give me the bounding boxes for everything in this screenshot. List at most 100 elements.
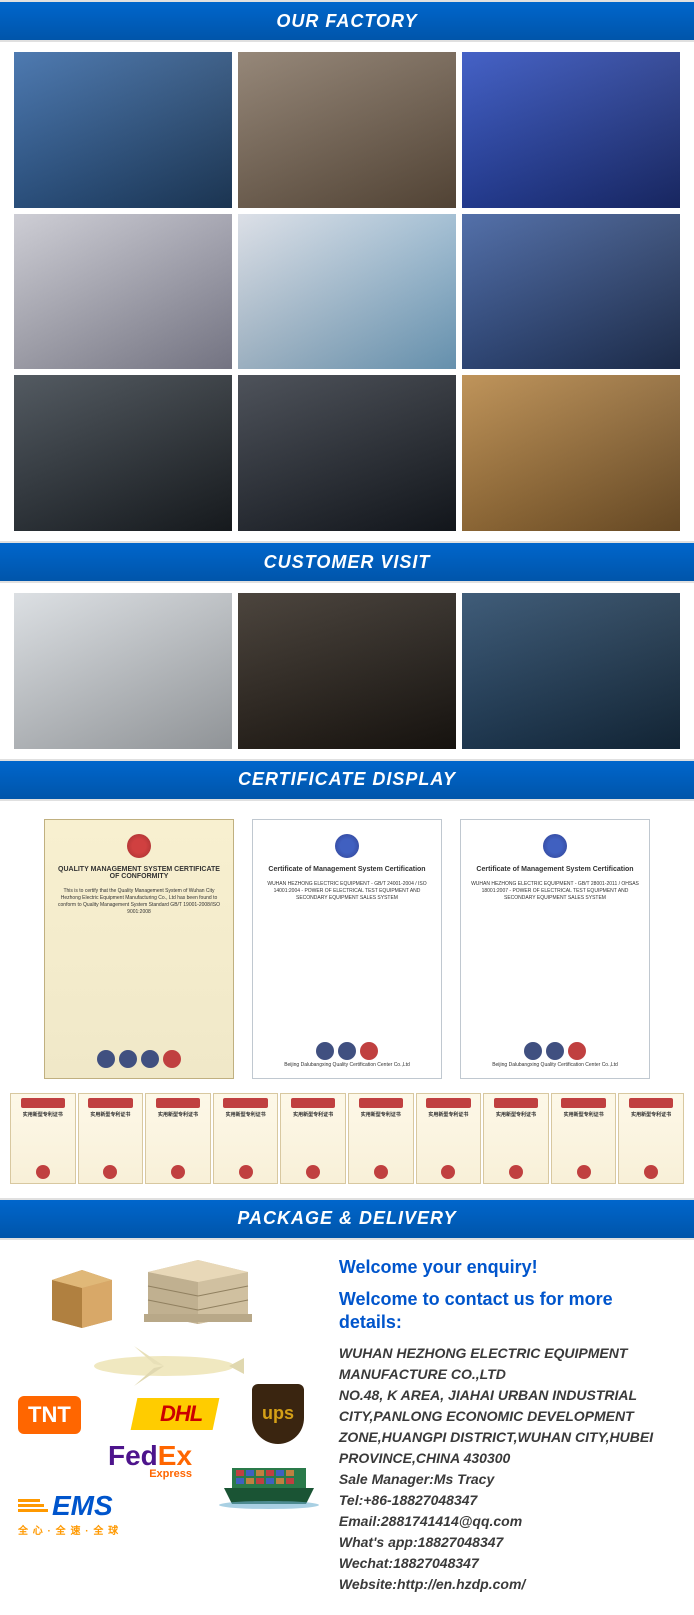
fedex-logo: FedEx Express [108,1440,192,1480]
patent-certificate: 实用新型专利证书 [78,1093,144,1184]
tnt-text: TNT [28,1402,71,1427]
ship-icon [214,1460,324,1510]
factory-photo [462,375,680,531]
certificate-seal-icon [335,834,359,858]
patent-certificate: 实用新型专利证书 [10,1093,76,1184]
contact-whatsapp: What's app:18827048347 [339,1532,680,1553]
certificate-body: WUHAN HEZHONG ELECTRIC EQUIPMENT - GB/T … [261,881,433,902]
contact-email: Email:2881741414@qq.com [339,1511,680,1532]
badge-icon [141,1050,159,1068]
contact-website: Website:http://en.hzdp.com/ [339,1574,680,1595]
badge-icon [524,1042,542,1060]
certificate-card: QUALITY MANAGEMENT SYSTEM CERTIFICATE OF… [44,819,234,1079]
certificate-title: Certificate of Management System Certifi… [476,866,633,873]
certificate-footer: Beijing Dalubangxing Quality Certificati… [284,1062,410,1068]
patent-seal-icon [306,1165,320,1179]
patent-seal-icon [239,1165,253,1179]
patent-title: 实用新型专利证书 [226,1111,266,1118]
factory-photo [14,375,232,531]
factory-photo [238,375,456,531]
company-address: NO.48, K AREA, JIAHAI URBAN INDUSTRIAL C… [339,1385,680,1469]
factory-grid [0,42,694,541]
section-header-factory: OUR FACTORY [0,0,694,42]
ems-logo: EMS 全 心 · 全 速 · 全 球 [18,1490,119,1537]
patent-title: 实用新型专利证书 [496,1111,536,1118]
package-section: TNT DHL ups FedEx Express [0,1240,694,1615]
welcome-line-2: Welcome to contact us for more details: [339,1288,680,1333]
patent-certificate: 实用新型专利证书 [213,1093,279,1184]
badge-icon [316,1042,334,1060]
contact-info: Welcome your enquiry! Welcome to contact… [339,1250,680,1596]
ups-logo: ups [252,1384,304,1444]
patent-title: 实用新型专利证书 [158,1111,198,1118]
patent-certificate: 实用新型专利证书 [416,1093,482,1184]
patent-title: 实用新型专利证书 [428,1111,468,1118]
patent-certificate: 实用新型专利证书 [551,1093,617,1184]
certificate-card: Certificate of Management System Certifi… [252,819,442,1079]
factory-photo [14,52,232,208]
factory-photo [238,52,456,208]
welcome-line-1: Welcome your enquiry! [339,1256,680,1279]
dhl-text: DHL [160,1401,202,1427]
customer-photo [462,593,680,749]
patent-certificate: 实用新型专利证书 [145,1093,211,1184]
airplane-icon [74,1336,254,1396]
ems-stripes-icon [18,1499,48,1512]
patent-header-icon [426,1098,470,1108]
patent-header-icon [494,1098,538,1108]
company-name: WUHAN HEZHONG ELECTRIC EQUIPMENT MANUFAC… [339,1343,680,1385]
patent-title: 实用新型专利证书 [293,1111,333,1118]
patent-seal-icon [441,1165,455,1179]
customer-photo [14,593,232,749]
patent-title: 实用新型专利证书 [564,1111,604,1118]
patent-header-icon [291,1098,335,1108]
badge-icon [546,1042,564,1060]
factory-photo [462,214,680,370]
patent-title: 实用新型专利证书 [631,1111,671,1118]
tnt-logo: TNT [18,1396,81,1434]
badge-icon [163,1050,181,1068]
certificate-body: WUHAN HEZHONG ELECTRIC EQUIPMENT - GB/T … [469,881,641,902]
section-header-customer: CUSTOMER VISIT [0,541,694,583]
patent-certificate: 实用新型专利证书 [618,1093,684,1184]
badge-icon [119,1050,137,1068]
certificates-top-row: QUALITY MANAGEMENT SYSTEM CERTIFICATE OF… [0,801,694,1089]
patent-title: 实用新型专利证书 [361,1111,401,1118]
patent-certificate: 实用新型专利证书 [280,1093,346,1184]
certificate-body: This is to certify that the Quality Mana… [53,888,225,916]
patent-seal-icon [644,1165,658,1179]
fedex-ex: Ex [158,1440,192,1471]
patent-seal-icon [36,1165,50,1179]
dhl-logo: DHL [131,1398,220,1430]
patent-seal-icon [509,1165,523,1179]
patent-header-icon [561,1098,605,1108]
patent-header-icon [223,1098,267,1108]
patent-header-icon [21,1098,65,1108]
factory-photo [238,214,456,370]
patent-header-icon [156,1098,200,1108]
factory-photo [462,52,680,208]
patent-title: 实用新型专利证书 [90,1111,130,1118]
ems-sub: 全 心 · 全 速 · 全 球 [18,1522,119,1537]
package-left-column: TNT DHL ups FedEx Express [14,1250,329,1596]
badge-icon [338,1042,356,1060]
certificate-card: Certificate of Management System Certifi… [460,819,650,1079]
certificate-title: Certificate of Management System Certifi… [268,866,425,873]
badge-icon [360,1042,378,1060]
patent-header-icon [88,1098,132,1108]
package-boxes [14,1250,329,1330]
certificate-footer: Beijing Dalubangxing Quality Certificati… [492,1062,618,1068]
certificate-badges [97,1050,181,1068]
certificate-badges [524,1042,586,1060]
patent-seal-icon [171,1165,185,1179]
fedex-fed: Fed [108,1440,158,1471]
factory-photo [14,214,232,370]
contact-manager: Sale Manager:Ms Tracy [339,1469,680,1490]
cardboard-box-icon [42,1260,122,1330]
customer-photo [238,593,456,749]
patent-seal-icon [103,1165,117,1179]
patent-certificate: 实用新型专利证书 [348,1093,414,1184]
badge-icon [97,1050,115,1068]
ups-text: ups [262,1403,294,1424]
patent-seal-icon [577,1165,591,1179]
